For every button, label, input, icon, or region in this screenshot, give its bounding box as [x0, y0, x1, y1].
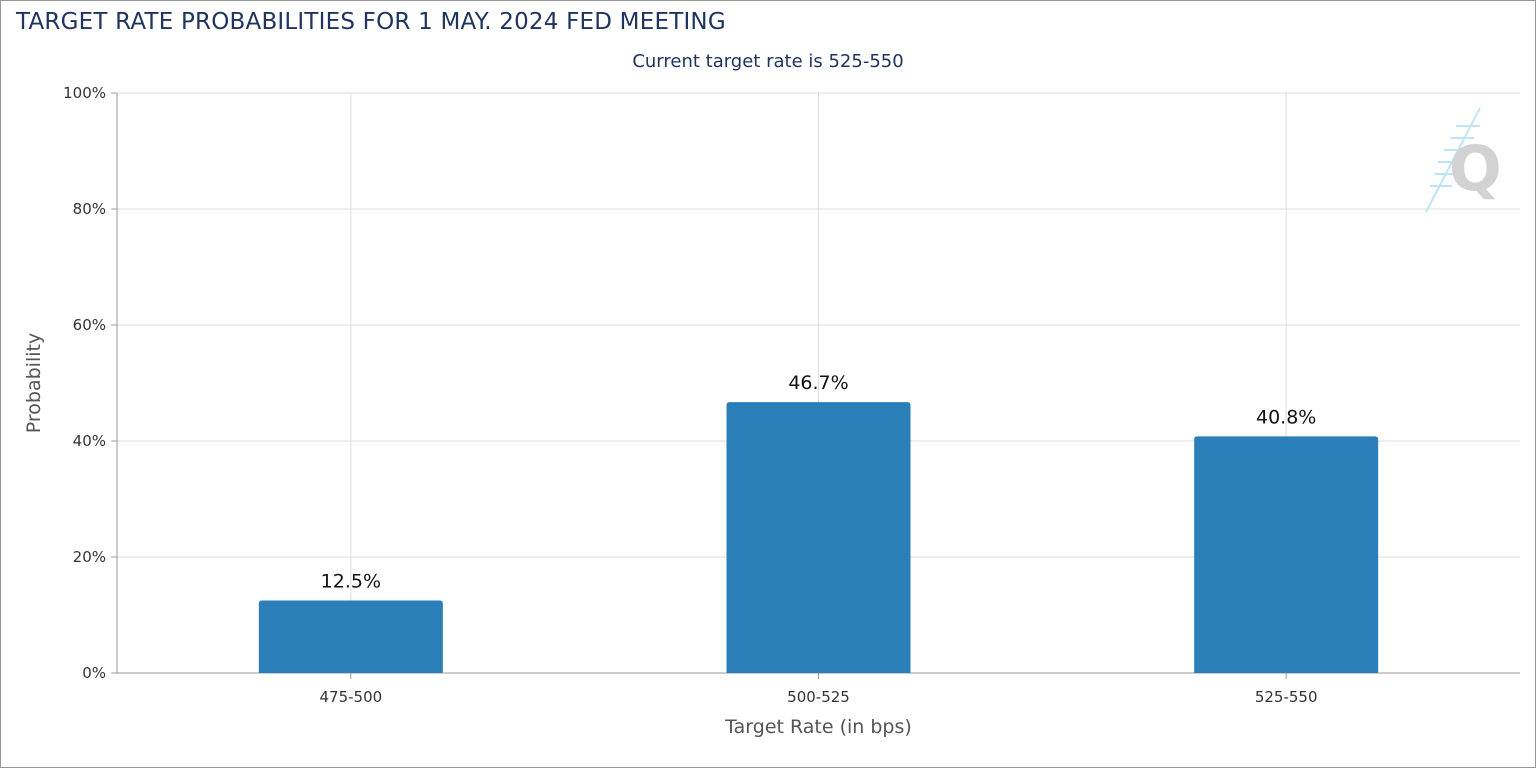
- y-tick-label: 100%: [63, 84, 106, 102]
- y-tick-label: 20%: [73, 548, 106, 566]
- x-tick-label: 475-500: [319, 688, 382, 706]
- bar-525-550: [1194, 436, 1379, 673]
- q-logo-icon: Q: [1425, 107, 1502, 213]
- x-tick-label: 500-525: [787, 688, 850, 706]
- data-label: 12.5%: [321, 571, 381, 593]
- chart-subtitle: Current target rate is 525-550: [632, 51, 904, 72]
- data-label: 46.7%: [788, 372, 848, 394]
- bar-500-525: [726, 402, 911, 673]
- y-tick-label: 40%: [73, 432, 106, 450]
- data-label: 40.8%: [1256, 406, 1316, 428]
- y-tick-label: 80%: [73, 200, 106, 218]
- logo-letter: Q: [1449, 132, 1502, 205]
- y-tick-label: 0%: [82, 664, 106, 682]
- chart-title: TARGET RATE PROBABILITIES FOR 1 MAY. 202…: [16, 9, 726, 35]
- x-axis-title: Target Rate (in bps): [724, 716, 912, 738]
- x-tick-label: 525-550: [1255, 688, 1318, 706]
- y-tick-label: 60%: [73, 316, 106, 334]
- y-axis-title: Probability: [23, 333, 45, 433]
- bar-475-500: [258, 600, 443, 673]
